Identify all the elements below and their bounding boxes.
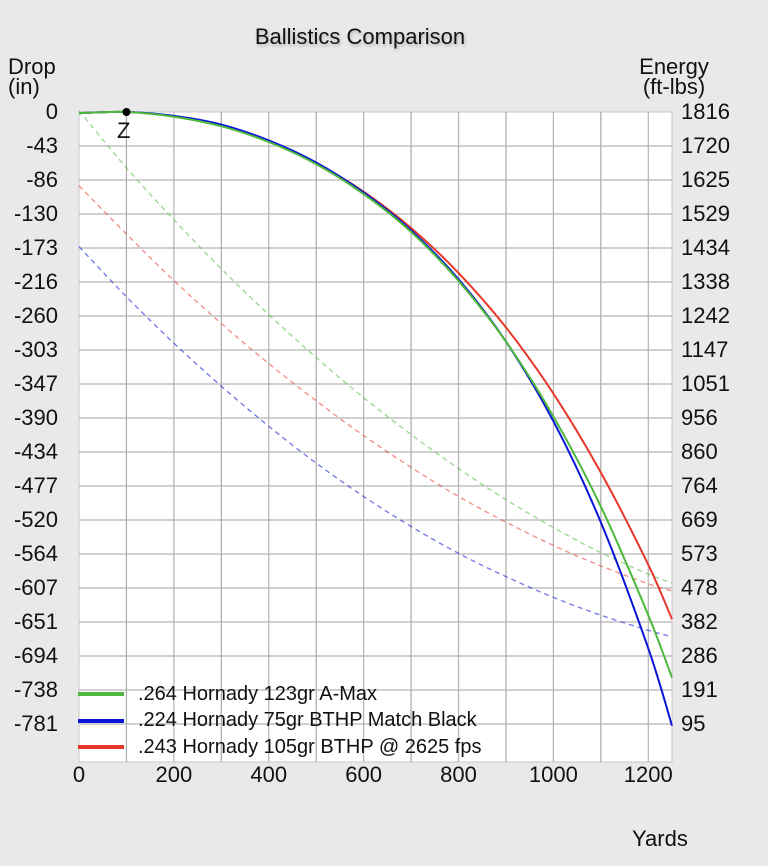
y-left-tick: 0 bbox=[45, 99, 58, 124]
y-right-tick: 669 bbox=[681, 507, 718, 532]
x-tick: 200 bbox=[155, 762, 193, 787]
y-left-tick: -477 bbox=[13, 473, 58, 498]
x-tick: 600 bbox=[345, 762, 382, 787]
y-right-tick: 860 bbox=[681, 439, 718, 464]
y-right-tick: 286 bbox=[681, 643, 718, 668]
y-right-tick: 573 bbox=[681, 541, 718, 566]
y-right-tick: 478 bbox=[681, 575, 718, 600]
y-left-tick: -303 bbox=[13, 337, 58, 362]
right-axis-label: Energy (ft-lbs) bbox=[639, 54, 709, 99]
drop-line-0 bbox=[78, 110, 673, 678]
y-right-tick: 1434 bbox=[681, 235, 730, 260]
y-right-tick: 191 bbox=[681, 677, 718, 702]
legend-label: .243 Hornady 105gr BTHP @ 2625 fps bbox=[138, 735, 482, 758]
y-right-tick: 1338 bbox=[681, 269, 730, 294]
drop-line-1 bbox=[78, 110, 673, 726]
y-right-tick: 1720 bbox=[681, 133, 730, 158]
legend-swatch bbox=[78, 718, 124, 723]
y-right-tick: 764 bbox=[681, 473, 718, 498]
y-left-tick: -694 bbox=[13, 643, 58, 668]
legend-swatch bbox=[78, 692, 124, 697]
legend-item: .243 Hornady 105gr BTHP @ 2625 fps bbox=[78, 734, 481, 761]
energy-line-1 bbox=[78, 246, 673, 638]
y-right-tick: 1816 bbox=[681, 99, 730, 124]
legend-item: .264 Hornady 123gr A-Max bbox=[78, 681, 481, 708]
y-left-tick: -260 bbox=[13, 303, 58, 328]
y-left-tick: -607 bbox=[13, 575, 58, 600]
y-left-tick: -347 bbox=[13, 371, 58, 396]
chart-title: Ballistics Comparison bbox=[254, 24, 466, 49]
y-left-tick: -173 bbox=[13, 235, 58, 260]
y-right-tick: 1242 bbox=[681, 303, 730, 328]
y-left-tick: -216 bbox=[13, 269, 58, 294]
x-axis-title: Yards bbox=[632, 826, 688, 851]
y-right-tick: 1529 bbox=[681, 201, 730, 226]
y-left-tick: -86 bbox=[26, 167, 58, 192]
left-axis-label: Drop (in) bbox=[8, 54, 56, 99]
y-left-tick: -564 bbox=[13, 541, 58, 566]
y-right-tick: 956 bbox=[681, 405, 718, 430]
y-right-tick: 95 bbox=[681, 711, 706, 736]
x-tick: 0 bbox=[72, 762, 86, 787]
x-tick: 800 bbox=[440, 762, 477, 787]
energy-line-0 bbox=[78, 110, 673, 584]
legend-label: .224 Hornady 75gr BTHP Match Black bbox=[138, 709, 477, 732]
y-right-tick: 1625 bbox=[681, 167, 730, 192]
y-right-tick: 382 bbox=[681, 609, 718, 634]
right-axis-title: Energy (ft-lbs) bbox=[628, 54, 720, 99]
legend-item: .224 Hornady 75gr BTHP Match Black bbox=[78, 708, 481, 735]
y-left-tick: -434 bbox=[13, 439, 58, 464]
y-left-tick: -43 bbox=[26, 133, 58, 158]
x-tick: 1200 bbox=[623, 762, 673, 787]
y-left-tick: -390 bbox=[13, 405, 58, 430]
legend: .264 Hornady 123gr A-Max .224 Hornady 75g… bbox=[78, 681, 481, 761]
y-left-tick: -520 bbox=[13, 507, 58, 532]
y-right-tick: 1147 bbox=[681, 337, 729, 362]
y-left-tick: -738 bbox=[13, 677, 58, 702]
zero-marker-label: Z bbox=[117, 118, 131, 143]
legend-label: .264 Hornady 123gr A-Max bbox=[138, 682, 378, 705]
x-tick: 400 bbox=[250, 762, 288, 787]
legend-swatch bbox=[78, 745, 124, 750]
plot-background bbox=[78, 111, 673, 763]
zero-marker-dot bbox=[122, 108, 131, 116]
y-right-tick: 1051 bbox=[681, 371, 730, 396]
y-left-tick: -130 bbox=[13, 201, 58, 226]
left-axis-title: Drop (in) bbox=[8, 54, 56, 99]
energy-line-2 bbox=[78, 185, 673, 592]
x-tick: 1000 bbox=[528, 762, 578, 787]
y-left-tick: -781 bbox=[13, 711, 58, 736]
y-left-tick: -651 bbox=[13, 609, 58, 634]
